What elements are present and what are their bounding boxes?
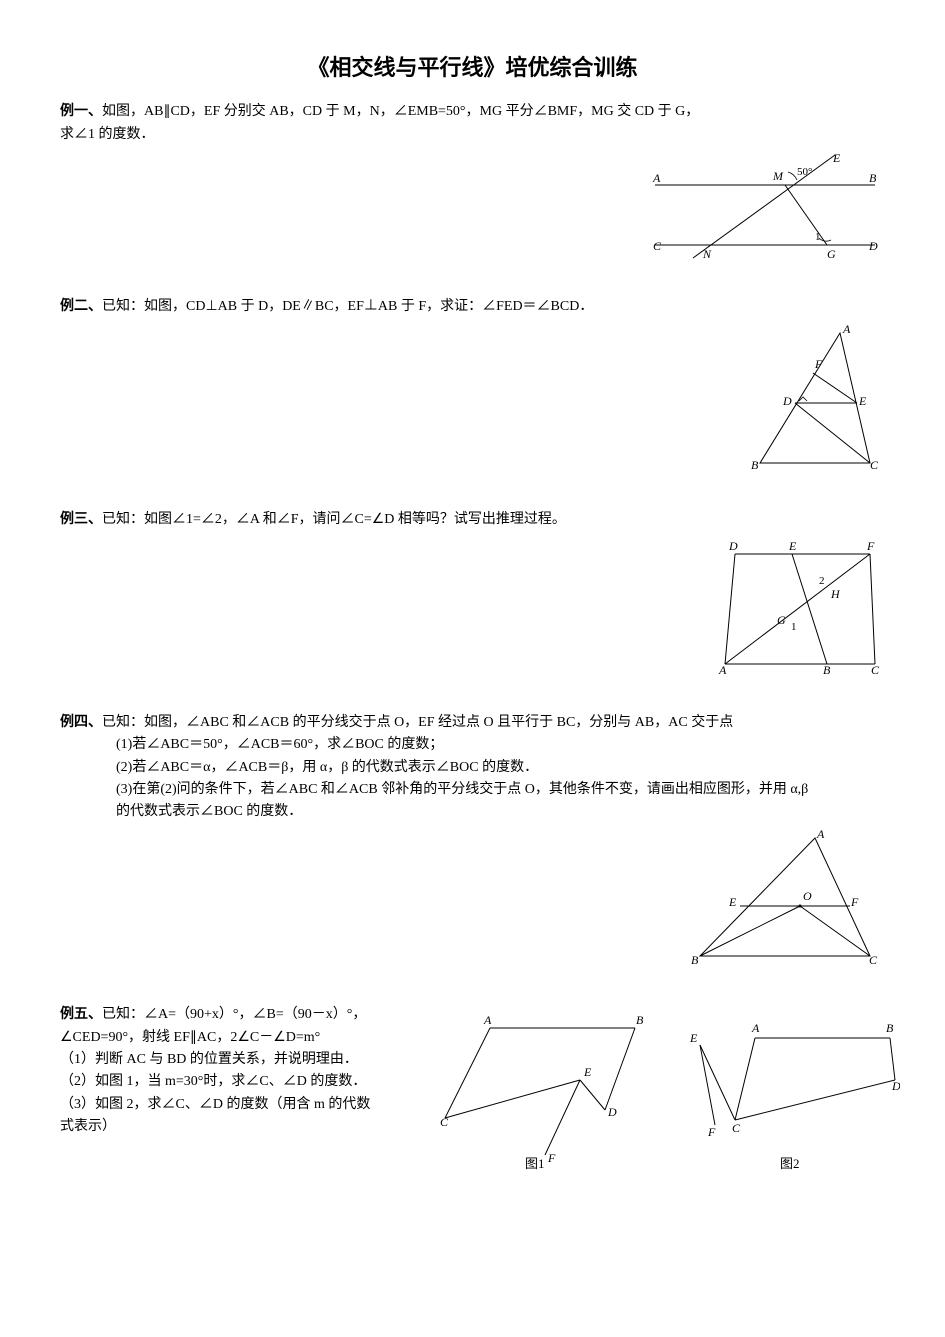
label-F: F — [850, 895, 859, 909]
f1-D: D — [607, 1105, 617, 1119]
label-1: 1 — [791, 621, 797, 633]
problem-4-sub3: (3)在第(2)问的条件下，若∠ABC 和∠ACB 邻补角的平分线交于点 O，其… — [60, 779, 885, 801]
problem-4-figure: A B C E F O — [60, 828, 885, 976]
label-A: A — [718, 663, 727, 676]
label-2: 2 — [819, 575, 825, 587]
problem-3-label: 例三、 — [60, 512, 102, 527]
f2-E: E — [689, 1031, 698, 1045]
label-C: C — [653, 239, 662, 253]
fig2-caption: 图2 — [780, 1156, 800, 1170]
problem-4-sub2: (2)若∠ABC＝α，∠ACB＝β，用 α，β 的代数式表示∠BOC 的度数． — [60, 757, 885, 779]
problem-2-text: 已知：如图，CD⊥AB 于 D，DE∥BC，EF⊥AB 于 F，求证：∠FED＝… — [102, 299, 593, 314]
f2-C: C — [732, 1121, 741, 1135]
problem-5-line2: ∠CED=90°，射线 EF∥AC，2∠C－∠D=m° — [60, 1027, 420, 1049]
f2-D: D — [891, 1079, 900, 1093]
problem-5-text1: 已知：∠A=（90+x）°，∠B=（90－x）°， — [102, 1007, 366, 1022]
f2-A: A — [751, 1021, 760, 1035]
problem-2-line: 例二、已知：如图，CD⊥AB 于 D，DE∥BC，EF⊥AB 于 F，求证：∠F… — [60, 296, 885, 318]
label-F: F — [866, 539, 875, 553]
problem-4-sub3b: 的代数式表示∠BOC 的度数． — [60, 801, 885, 823]
label-F: F — [814, 357, 823, 371]
problem-4-line: 例四、已知：如图，∠ABC 和∠ACB 的平分线交于点 O，EF 经过点 O 且… — [60, 712, 885, 734]
problem-4-sub1: (1)若∠ABC＝50°，∠ACB＝60°，求∠BOC 的度数； — [60, 734, 885, 756]
label-H: H — [830, 587, 841, 601]
label-G: G — [777, 613, 786, 627]
problem-4-label: 例四、 — [60, 715, 102, 730]
problem-2-figure: A B C D E F — [60, 323, 885, 481]
problem-1-line1: 例一、如图，AB∥CD，EF 分别交 AB，CD 于 M，N，∠EMB=50°，… — [60, 101, 885, 123]
label-B: B — [751, 458, 759, 472]
problem-5-sub2: （2）如图 1，当 m=30°时，求∠C、∠D 的度数． — [60, 1071, 420, 1093]
label-E: E — [728, 895, 737, 909]
label-A: A — [652, 171, 661, 185]
fig1-caption: 图1 — [525, 1156, 545, 1170]
label-D: D — [782, 394, 792, 408]
problem-1-text2: 求∠1 的度数． — [60, 124, 885, 146]
problem-4: 例四、已知：如图，∠ABC 和∠ACB 的平分线交于点 O，EF 经过点 O 且… — [60, 712, 885, 976]
f2-B: B — [886, 1021, 894, 1035]
page-title: 《相交线与平行线》培优综合训练 — [60, 50, 885, 85]
problem-1: 例一、如图，AB∥CD，EF 分别交 AB，CD 于 M，N，∠EMB=50°，… — [60, 101, 885, 268]
problem-2: 例二、已知：如图，CD⊥AB 于 D，DE∥BC，EF⊥AB 于 F，求证：∠F… — [60, 296, 885, 481]
label-C: C — [870, 458, 879, 472]
problem-3: 例三、已知：如图∠1=∠2，∠A 和∠F，请问∠C=∠D 相等吗？试写出推理过程… — [60, 509, 885, 684]
problem-3-figure: D E F A B C G H 1 2 — [60, 536, 885, 684]
label-E: E — [788, 539, 797, 553]
problem-5-figures: A B C D E F 图1 — [440, 1010, 900, 1178]
label-M: M — [772, 169, 784, 183]
f1-E: E — [583, 1065, 592, 1079]
label-O: O — [803, 889, 812, 903]
label-1: 1 — [815, 231, 821, 243]
label-B: B — [823, 663, 831, 676]
problem-5-sub1: （1）判断 AC 与 BD 的位置关系，并说明理由． — [60, 1049, 420, 1071]
f1-C: C — [440, 1115, 449, 1129]
problem-5-line1: 例五、已知：∠A=（90+x）°，∠B=（90－x）°， — [60, 1004, 420, 1026]
label-A: A — [816, 828, 825, 841]
problem-1-text1: 如图，AB∥CD，EF 分别交 AB，CD 于 M，N，∠EMB=50°，MG … — [102, 104, 699, 119]
problem-1-label: 例一、 — [60, 104, 102, 119]
problem-3-line: 例三、已知：如图∠1=∠2，∠A 和∠F，请问∠C=∠D 相等吗？试写出推理过程… — [60, 509, 885, 531]
problem-5: 例五、已知：∠A=（90+x）°，∠B=（90－x）°， ∠CED=90°，射线… — [60, 1004, 885, 1188]
f1-F: F — [547, 1151, 556, 1165]
label-E: E — [858, 394, 867, 408]
problem-5-sub3b: 式表示） — [60, 1116, 420, 1138]
problem-2-label: 例二、 — [60, 299, 102, 314]
label-D: D — [868, 239, 878, 253]
label-B: B — [869, 171, 877, 185]
problem-5-sub3: （3）如图 2，求∠C、∠D 的度数（用含 m 的代数 — [60, 1094, 420, 1116]
f1-B: B — [636, 1013, 644, 1027]
f2-F: F — [707, 1125, 716, 1139]
label-A: A — [842, 323, 851, 336]
label-B: B — [691, 953, 699, 967]
f1-A: A — [483, 1013, 492, 1027]
label-G: G — [827, 247, 836, 260]
label-C: C — [869, 953, 878, 967]
label-50: 50° — [797, 166, 812, 178]
label-N: N — [702, 247, 712, 260]
label-C: C — [871, 663, 880, 676]
problem-5-label: 例五、 — [60, 1007, 102, 1022]
label-D: D — [728, 539, 738, 553]
problem-4-text: 已知：如图，∠ABC 和∠ACB 的平分线交于点 O，EF 经过点 O 且平行于… — [102, 715, 733, 730]
label-E: E — [832, 151, 841, 165]
problem-1-figure: A B C D E M N G 50° 1 — [60, 150, 885, 268]
problem-3-text: 已知：如图∠1=∠2，∠A 和∠F，请问∠C=∠D 相等吗？试写出推理过程。 — [102, 512, 566, 527]
